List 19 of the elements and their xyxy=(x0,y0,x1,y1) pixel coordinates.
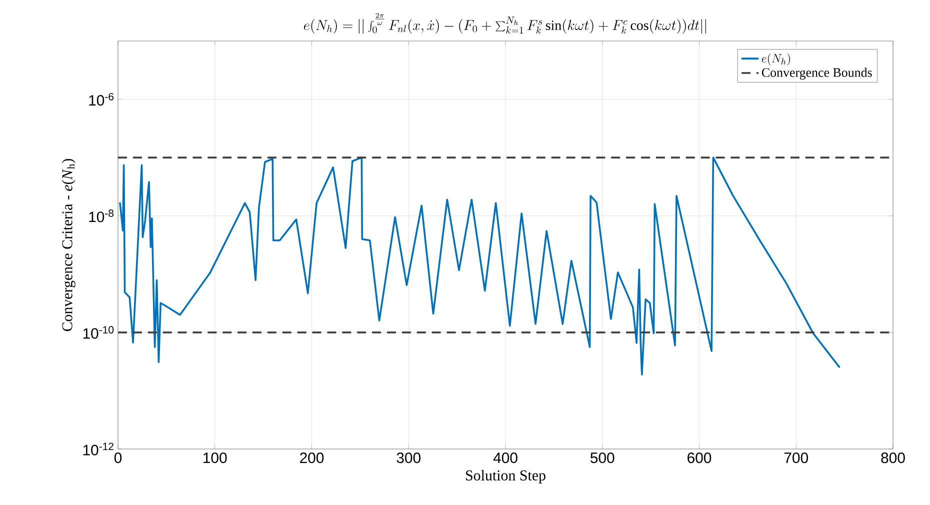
y-tick-label: 10$^{-10}$ xyxy=(83,326,114,339)
y-tick-label: 10$^{-6}$ xyxy=(89,92,114,106)
x-tick-label: 300 xyxy=(396,452,420,464)
x-tick-label: 800 xyxy=(881,452,905,464)
legend-label: $e(N_h)$ xyxy=(762,53,790,66)
x-tick-label: 700 xyxy=(784,452,808,464)
x-tick-label: 600 xyxy=(688,452,712,464)
chart-title: $e(N_h) = || \int_0^{\frac{2\pi}{\omega}} F_{nl}(x,\dot{x}) - (F_0 + \sum_{k=1}^{N_h} F_k^s \sin(k\omega t) + F_k^c \cos(k\omega t)) dt ||$ xyxy=(304,12,706,34)
x-tick-label: 400 xyxy=(493,452,518,464)
y-tick-label: 10$^{-8}$ xyxy=(89,210,114,222)
x-tick-label: 200 xyxy=(300,452,324,464)
y-axis-title: Convergence Criteria - e(N$_{h}$) xyxy=(62,158,76,332)
legend-label: Convergence Bounds xyxy=(762,68,872,80)
x-tick-label: 500 xyxy=(590,452,614,464)
line-series xyxy=(119,156,841,376)
x-tick-label: 0 xyxy=(114,452,122,464)
y-tick-label: 10$^{-12}$ xyxy=(83,442,114,456)
x-tick-label: 100 xyxy=(204,452,227,464)
x-axis-title: Solution Step xyxy=(466,470,546,484)
